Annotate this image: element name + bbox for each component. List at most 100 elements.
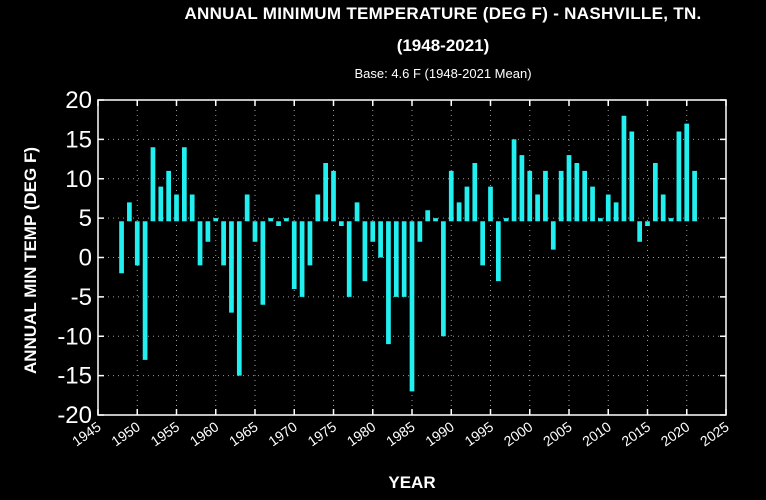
bar-1952 <box>150 147 156 222</box>
y-tick-label: 5 <box>79 205 92 232</box>
x-tick-label: 2015 <box>619 418 654 449</box>
bar-1990 <box>448 170 454 222</box>
bar-1960 <box>213 218 219 222</box>
bar-1994 <box>480 221 486 266</box>
bar-1977 <box>346 221 352 297</box>
bar-2016 <box>652 163 658 222</box>
bar-1950 <box>134 221 140 266</box>
bar-2002 <box>543 170 548 222</box>
bar-1953 <box>158 186 164 222</box>
bar-1961 <box>221 221 226 266</box>
bar-1958 <box>197 221 203 266</box>
bar-1957 <box>189 194 195 222</box>
bar-1956 <box>181 147 187 222</box>
bar-2006 <box>574 163 580 222</box>
bar-2001 <box>535 194 540 222</box>
bar-2009 <box>598 218 603 222</box>
x-tick-label: 1990 <box>422 418 457 449</box>
y-tick-label: 10 <box>65 166 92 193</box>
x-axis-label: YEAR <box>388 473 435 492</box>
x-tick-label: 1975 <box>305 418 340 449</box>
y-tick-label: 15 <box>65 126 92 153</box>
bar-1962 <box>229 221 234 313</box>
bar-2014 <box>637 221 643 242</box>
bar-2012 <box>621 115 627 222</box>
bar-1997 <box>503 218 509 222</box>
bars <box>119 115 697 392</box>
bar-2007 <box>582 170 588 222</box>
chart-base-label: Base: 4.6 F (1948-2021 Mean) <box>354 66 532 81</box>
bar-1982 <box>386 221 391 345</box>
bar-1993 <box>472 163 478 222</box>
x-tick-label: 1960 <box>187 418 222 449</box>
bar-1981 <box>378 221 383 258</box>
bar-2013 <box>629 131 635 222</box>
bar-2015 <box>645 221 650 226</box>
bar-2020 <box>684 123 690 222</box>
y-axis-label: ANNUAL MIN TEMP (DEG F) <box>21 147 40 374</box>
x-tick-label: 1995 <box>462 418 497 449</box>
bar-1992 <box>464 186 470 222</box>
bar-1985 <box>409 221 415 392</box>
bar-1963 <box>236 221 242 376</box>
chart-subtitle: (1948-2021) <box>396 36 490 55</box>
bar-1998 <box>511 139 517 222</box>
bar-1965 <box>252 221 258 242</box>
x-tick-label: 1950 <box>108 418 143 449</box>
bar-1996 <box>495 221 501 282</box>
chart-title: ANNUAL MINIMUM TEMPERATURE (DEG F) - NAS… <box>184 4 702 23</box>
bar-2010 <box>605 194 611 222</box>
bar-2005 <box>566 155 572 222</box>
bar-2003 <box>550 221 556 250</box>
bar-1974 <box>323 163 329 222</box>
bar-1959 <box>205 221 211 242</box>
bar-1964 <box>244 194 250 222</box>
bar-1967 <box>268 218 274 222</box>
bar-1948 <box>119 221 124 274</box>
x-tick-label: 2010 <box>579 418 614 449</box>
x-tick-label: 1955 <box>148 418 183 449</box>
bar-2018 <box>668 218 674 222</box>
bar-1978 <box>354 202 360 222</box>
y-tick-label: 20 <box>65 87 92 114</box>
bar-1972 <box>307 221 313 266</box>
bar-1966 <box>260 221 266 305</box>
x-tick-label: 1985 <box>383 418 418 449</box>
bar-1954 <box>166 170 172 222</box>
y-tick-label: 0 <box>79 245 92 272</box>
bar-1989 <box>441 221 446 337</box>
bar-1984 <box>401 221 407 297</box>
bar-1980 <box>370 221 376 242</box>
bar-1949 <box>127 202 132 222</box>
bar-1987 <box>425 210 431 222</box>
bar-1991 <box>456 202 462 222</box>
bar-1955 <box>174 194 179 222</box>
x-tick-label: 1965 <box>226 418 261 449</box>
bar-1969 <box>284 218 289 222</box>
x-tick-label: 1970 <box>265 418 300 449</box>
bar-2019 <box>676 131 682 222</box>
x-tick-label: 2025 <box>697 418 732 449</box>
x-tick-label: 2005 <box>540 418 575 449</box>
bar-1970 <box>291 221 297 289</box>
bar-1976 <box>338 221 344 226</box>
bar-1986 <box>417 221 423 242</box>
axis-ticks <box>97 99 727 416</box>
bar-2004 <box>558 170 564 222</box>
bar-1988 <box>433 218 438 222</box>
y-tick-label: -15 <box>57 363 92 390</box>
bar-1951 <box>142 221 148 360</box>
bar-1999 <box>519 155 525 222</box>
bar-2021 <box>692 170 697 222</box>
bar-2011 <box>613 202 619 222</box>
y-tick-label: -5 <box>71 284 92 311</box>
bar-2008 <box>590 186 595 222</box>
bar-2017 <box>660 194 666 222</box>
bar-1983 <box>393 221 399 297</box>
x-tick-label: 1980 <box>344 418 379 449</box>
bar-2000 <box>527 170 533 222</box>
x-tick-label: 2020 <box>658 418 693 449</box>
y-tick-label: -10 <box>57 323 92 350</box>
bar-1968 <box>276 221 281 226</box>
bar-1975 <box>331 170 336 222</box>
